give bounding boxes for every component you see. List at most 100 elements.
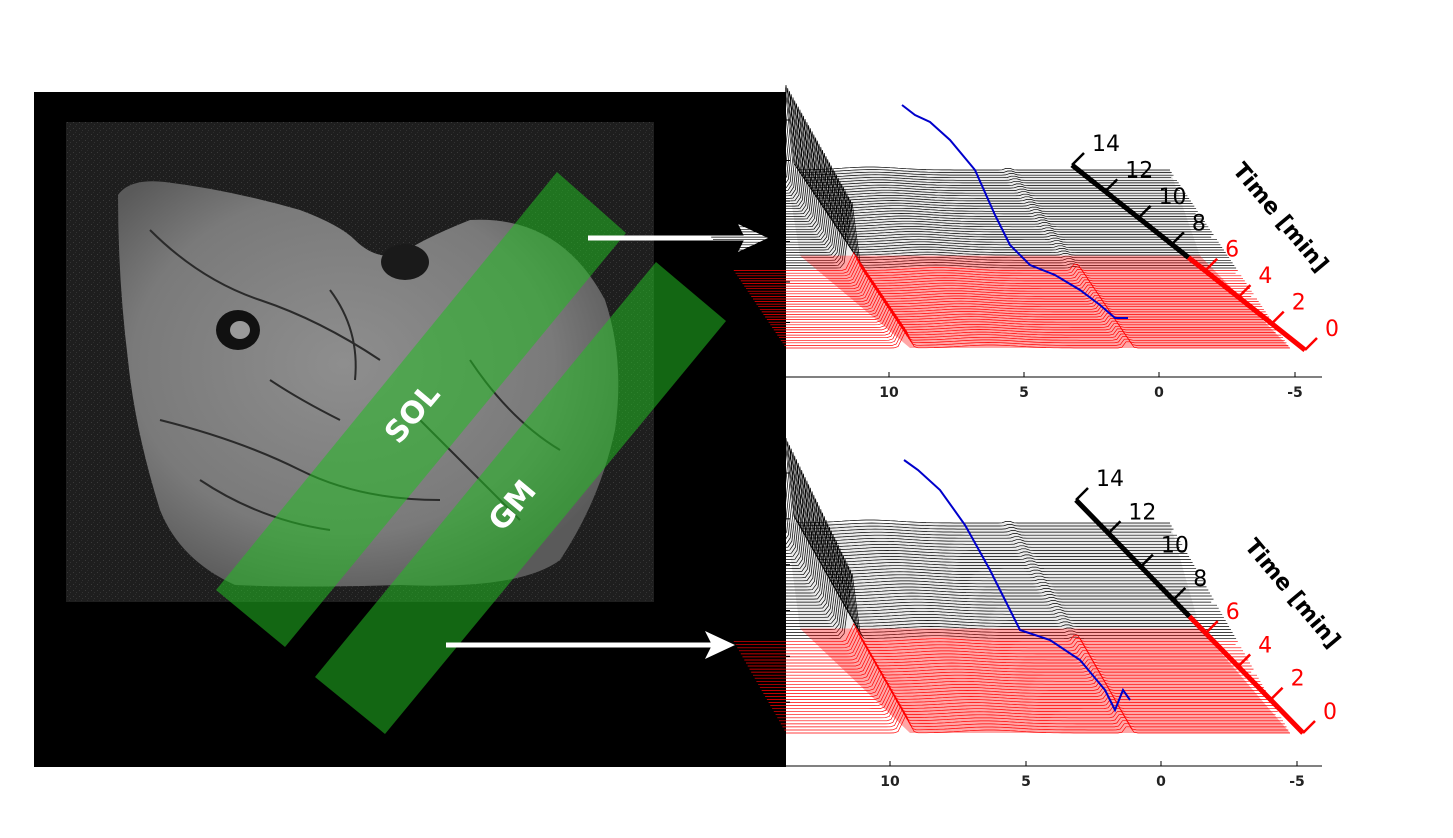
spectrum-trace	[773, 692, 1278, 713]
roi-gm	[315, 262, 726, 734]
spectrum-trace	[735, 254, 1236, 274]
spectrum-trace	[733, 251, 1238, 271]
spectrum-trace	[697, 502, 1202, 579]
spectrum-trace	[735, 625, 1236, 646]
spectrum-trace	[728, 196, 1233, 264]
spectrum-trace	[688, 484, 1193, 563]
spectrum-trace	[693, 134, 1198, 212]
spectrum-trace	[732, 202, 1237, 269]
spectrum-trace	[737, 256, 1242, 277]
spectrum-trace	[772, 308, 1277, 328]
spectrum-trace	[713, 168, 1217, 241]
pcr-highlight-trace	[903, 459, 1131, 713]
spectrum-trace	[695, 137, 1196, 215]
spectrum-trace	[747, 272, 1252, 292]
spectrum-trace	[716, 174, 1221, 246]
spectrum-trace	[679, 466, 1180, 548]
spectrum-trace	[746, 644, 1250, 664]
time-tick-label: 8	[1193, 567, 1207, 592]
spectrum-trace	[739, 259, 1243, 279]
spectrum-trace	[709, 162, 1214, 235]
spectrum-trace	[751, 277, 1252, 297]
spectrum-trace	[693, 494, 1198, 573]
spectrum-trace	[786, 329, 1290, 349]
time-tick	[1107, 520, 1122, 535]
time-tick-label: 0	[1325, 317, 1339, 342]
spectrum-trace	[744, 267, 1249, 287]
spectrum-trace	[695, 498, 1196, 576]
spectrum-trace	[739, 631, 1243, 652]
spectrum-trace	[714, 537, 1219, 609]
spectrum-trace	[761, 292, 1266, 313]
time-tick	[1237, 653, 1252, 668]
spectrum-trace	[700, 509, 1205, 585]
spectrum-trace	[709, 526, 1214, 600]
spectrum-trace	[786, 714, 1290, 734]
ppm-tick-label: -5	[1287, 385, 1303, 401]
time-axis-pre	[1186, 255, 1307, 352]
ppm-tick-label: -5	[1289, 774, 1305, 790]
spectrum-trace	[699, 143, 1203, 220]
fibula-region	[381, 244, 429, 280]
spectrum-trace	[733, 622, 1238, 643]
time-tick	[1139, 553, 1154, 568]
spectrum-trace	[725, 190, 1230, 259]
time-tick	[1071, 152, 1085, 166]
time-axis-pre	[1187, 614, 1305, 735]
spectrum-trace	[737, 628, 1242, 649]
time-tick	[1204, 257, 1219, 272]
spectrum-trace	[780, 704, 1285, 725]
spectrum-trace	[690, 128, 1195, 207]
spectrum-trace	[761, 671, 1266, 691]
spectrum-trace	[765, 677, 1270, 697]
spectrum-trace	[728, 566, 1233, 633]
spectrum-trace	[775, 695, 1276, 716]
time-tick-label: 8	[1192, 211, 1206, 236]
time-tick-label: 12	[1128, 500, 1156, 525]
spectrum-trace	[784, 326, 1289, 346]
spectrum-trace	[777, 316, 1282, 336]
spectrum-trace	[763, 674, 1268, 694]
pcr-highlight-trace	[901, 104, 1128, 319]
spectrum-trace	[726, 562, 1231, 630]
time-tick-label: 6	[1226, 600, 1240, 625]
spectrum-trace	[721, 184, 1226, 253]
spectrum-trace	[768, 303, 1273, 323]
spectrum-trace	[711, 165, 1212, 238]
time-tick	[1172, 586, 1187, 601]
spectrum-trace	[730, 199, 1235, 266]
spectrum-trace	[702, 512, 1207, 588]
time-tick	[1269, 686, 1284, 701]
spectrum-trace	[770, 686, 1275, 706]
spectrum-trace	[674, 455, 1179, 539]
time-tick	[1075, 487, 1089, 501]
spectrum-trace	[759, 290, 1264, 310]
time-tick-label: 6	[1225, 238, 1239, 263]
spectrum-trace	[753, 656, 1257, 676]
spectrum-trace	[702, 149, 1207, 225]
spectrum-trace	[779, 701, 1283, 722]
time-tick	[1104, 178, 1119, 193]
spectrum-trace	[779, 318, 1283, 339]
spectrum-trace	[740, 634, 1245, 655]
spectrum-trace	[688, 125, 1193, 204]
spectrum-trace	[772, 689, 1277, 710]
spectrum-trace	[706, 156, 1210, 230]
spectrum-trace	[683, 473, 1188, 554]
spectrum-trace	[742, 638, 1247, 658]
spectrum-trace	[685, 477, 1190, 557]
spectrum-trace	[681, 469, 1186, 551]
time-tick-label: 10	[1161, 534, 1189, 559]
spectrum-trace	[686, 480, 1191, 560]
spectrum-trace	[692, 131, 1197, 210]
time-axis-post	[1074, 498, 1192, 619]
spectrum-trace	[770, 305, 1275, 326]
spectrum-trace	[669, 91, 1174, 176]
spectrum-trace	[719, 548, 1224, 618]
spectrum-trace	[716, 541, 1221, 612]
time-tick-label: 14	[1092, 132, 1120, 157]
time-tick	[1170, 231, 1185, 246]
spectrum-trace	[768, 683, 1273, 703]
spectrum-trace	[683, 115, 1188, 197]
spectrum-trace	[756, 285, 1261, 305]
